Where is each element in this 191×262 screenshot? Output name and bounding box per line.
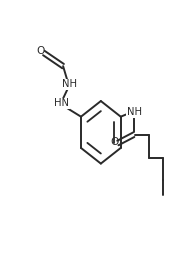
Text: O: O xyxy=(36,46,44,56)
Text: HN: HN xyxy=(54,98,69,108)
Text: NH: NH xyxy=(62,79,77,90)
Text: O: O xyxy=(110,137,119,147)
Text: NH: NH xyxy=(127,107,142,117)
